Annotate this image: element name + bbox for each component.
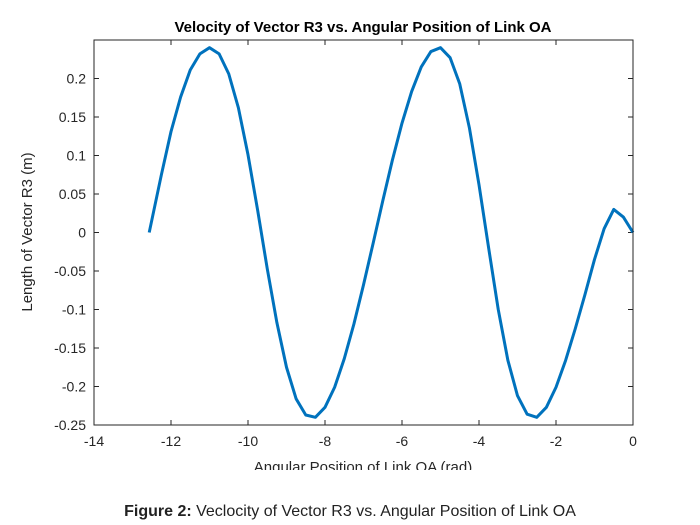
caption-text: Veclocity of Vector R3 vs. Angular Posit… — [191, 503, 576, 520]
y-tick-label: 0 — [78, 225, 86, 241]
figure-caption: Figure 2: Veclocity of Vector R3 vs. Ang… — [0, 503, 700, 521]
y-tick-label: -0.2 — [62, 379, 86, 395]
x-tick-label: -12 — [161, 433, 181, 449]
x-axis-ticks: -14 -12 -10 -8 -6 -4 -2 0 — [84, 40, 637, 449]
y-tick-label: 0.05 — [59, 186, 86, 202]
x-tick-label: -2 — [550, 433, 563, 449]
y-tick-label: -0.15 — [54, 340, 86, 356]
x-tick-label: -8 — [319, 433, 332, 449]
y-axis-label: Length of Vector R3 (m) — [19, 152, 36, 311]
x-tick-label: -6 — [396, 433, 409, 449]
x-axis-label: Angular Position of Link OA (rad) — [254, 459, 472, 470]
y-axis-ticks: -0.25 -0.2 -0.15 -0.1 -0.05 0 0.05 0.1 0.15 0.2 — [54, 71, 633, 433]
plot-frame — [93, 39, 634, 426]
x-tick-label: -10 — [238, 433, 258, 449]
y-tick-label: -0.25 — [54, 417, 86, 433]
y-tick-label: -0.1 — [62, 302, 86, 318]
series-line-0 — [147, 46, 635, 419]
y-tick-label: -0.05 — [54, 263, 86, 279]
chart-title: Velocity of Vector R3 vs. Angular Positi… — [174, 19, 551, 36]
x-tick-label: -14 — [84, 433, 104, 449]
line-chart: Velocity of Vector R3 vs. Angular Positi… — [19, 19, 637, 470]
caption-label: Figure 2: — [124, 503, 192, 520]
y-tick-label: 0.15 — [59, 109, 86, 125]
x-tick-label: -4 — [473, 433, 486, 449]
y-tick-label: 0.1 — [67, 148, 87, 164]
series-group — [147, 46, 635, 419]
y-tick-label: 0.2 — [67, 71, 87, 87]
x-tick-label: 0 — [629, 433, 637, 449]
